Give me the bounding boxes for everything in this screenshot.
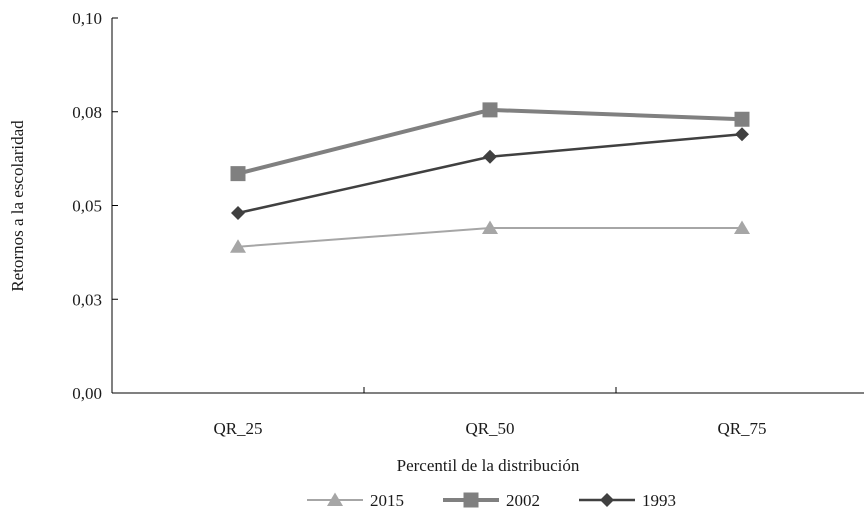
axes xyxy=(111,18,864,394)
legend: 2015 2002 1993 xyxy=(307,491,676,510)
y-axis-ticks: 0,00 0,03 0,05 0,08 0,10 xyxy=(72,9,118,403)
series-2002 xyxy=(230,102,750,182)
x-tick-label: QR_25 xyxy=(213,419,262,438)
x-tick-label: QR_50 xyxy=(465,419,514,438)
legend-marker xyxy=(327,492,343,506)
data-point xyxy=(734,111,750,127)
x-axis-ticks: QR_25 QR_50 QR_75 xyxy=(213,387,767,438)
x-tick-label: QR_75 xyxy=(717,419,766,438)
legend-item-2015: 2015 xyxy=(307,491,404,510)
legend-item-1993: 1993 xyxy=(579,491,676,510)
data-point xyxy=(735,127,749,142)
x-axis-title: Percentil de la distribución xyxy=(397,456,580,475)
y-tick-label: 0,08 xyxy=(72,103,102,122)
data-point xyxy=(734,220,750,234)
legend-label: 1993 xyxy=(642,491,676,510)
data-point xyxy=(482,102,498,118)
legend-marker xyxy=(463,492,479,508)
series-line xyxy=(237,133,743,215)
legend-marker xyxy=(600,493,614,507)
data-point xyxy=(482,220,498,234)
data-point xyxy=(231,206,245,220)
legend-item-2002: 2002 xyxy=(443,491,540,510)
y-tick-label: 0,10 xyxy=(72,9,102,28)
data-point xyxy=(230,166,246,182)
series-2015 xyxy=(230,220,750,253)
legend-label: 2015 xyxy=(370,491,404,510)
data-point xyxy=(230,239,246,253)
data-point xyxy=(483,149,497,164)
y-tick-label: 0,00 xyxy=(72,384,102,403)
y-tick-label: 0,05 xyxy=(72,197,102,216)
series-group xyxy=(230,102,750,253)
legend-label: 2002 xyxy=(506,491,540,510)
series-1993 xyxy=(231,127,749,220)
y-tick-label: 0,03 xyxy=(72,290,102,309)
y-axis-title: Retornos a la escolaridad xyxy=(8,120,27,292)
